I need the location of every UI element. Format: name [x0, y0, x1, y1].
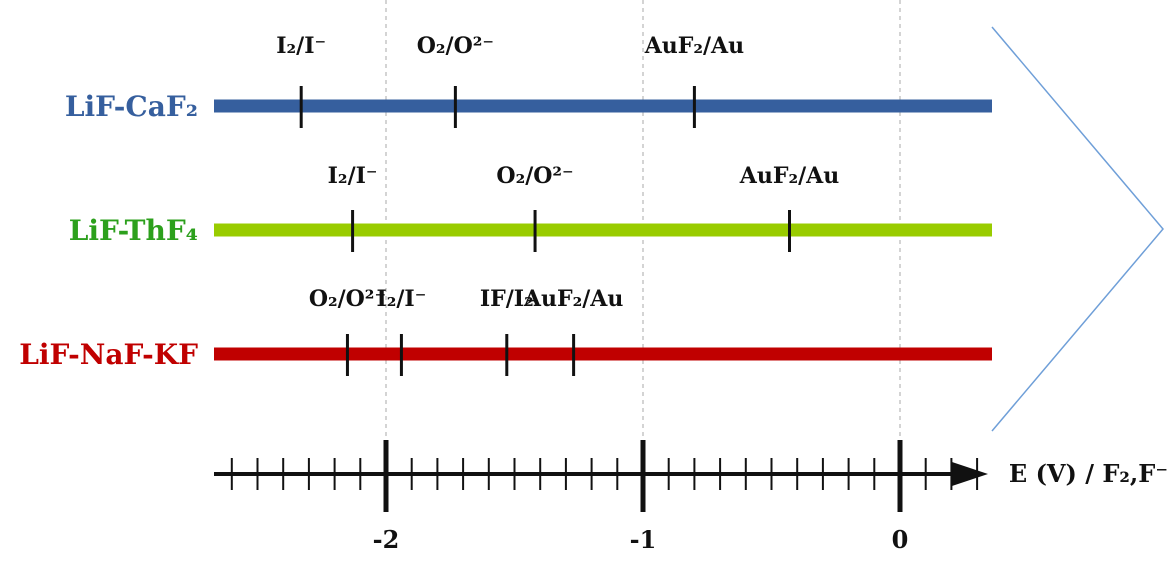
couple-label: O₂/O²⁻	[417, 33, 494, 59]
tick-label: -2	[373, 525, 400, 554]
couple-label: AuF₂/Au	[523, 286, 623, 312]
melt-label: LiF-NaF-KF	[19, 338, 198, 371]
couple-label: AuF₂/Au	[739, 163, 839, 189]
couple-label: O₂/O²⁻	[496, 163, 573, 189]
couple-label: AuF₂/Au	[644, 33, 744, 59]
melt-bar	[214, 223, 992, 237]
tick-label: -1	[630, 525, 657, 554]
axis-label: E (V) / F₂,F⁻	[1009, 459, 1168, 488]
melt-row: LiF-ThF₄ I₂/I⁻ O₂/O²⁻ AuF₂/Au	[69, 163, 992, 252]
melt-bar	[214, 99, 992, 113]
couple-label: I₂/I⁻	[376, 286, 426, 312]
melt-label: LiF-CaF₂	[65, 90, 198, 123]
big-arrow-outline	[991, 26, 1164, 432]
couple-label: I₂/I⁻	[276, 33, 326, 59]
couple-label: IF/I₂	[480, 286, 534, 312]
melt-bar	[214, 347, 992, 361]
tick-label: 0	[892, 525, 909, 554]
couple-label: O₂/O²⁻	[309, 286, 386, 312]
axis-arrowhead	[952, 462, 988, 486]
melt-row: LiF-CaF₂ I₂/I⁻ O₂/O²⁻ AuF₂/Au	[65, 33, 992, 128]
melt-label: LiF-ThF₄	[69, 214, 198, 247]
couple-label: I₂/I⁻	[328, 163, 378, 189]
